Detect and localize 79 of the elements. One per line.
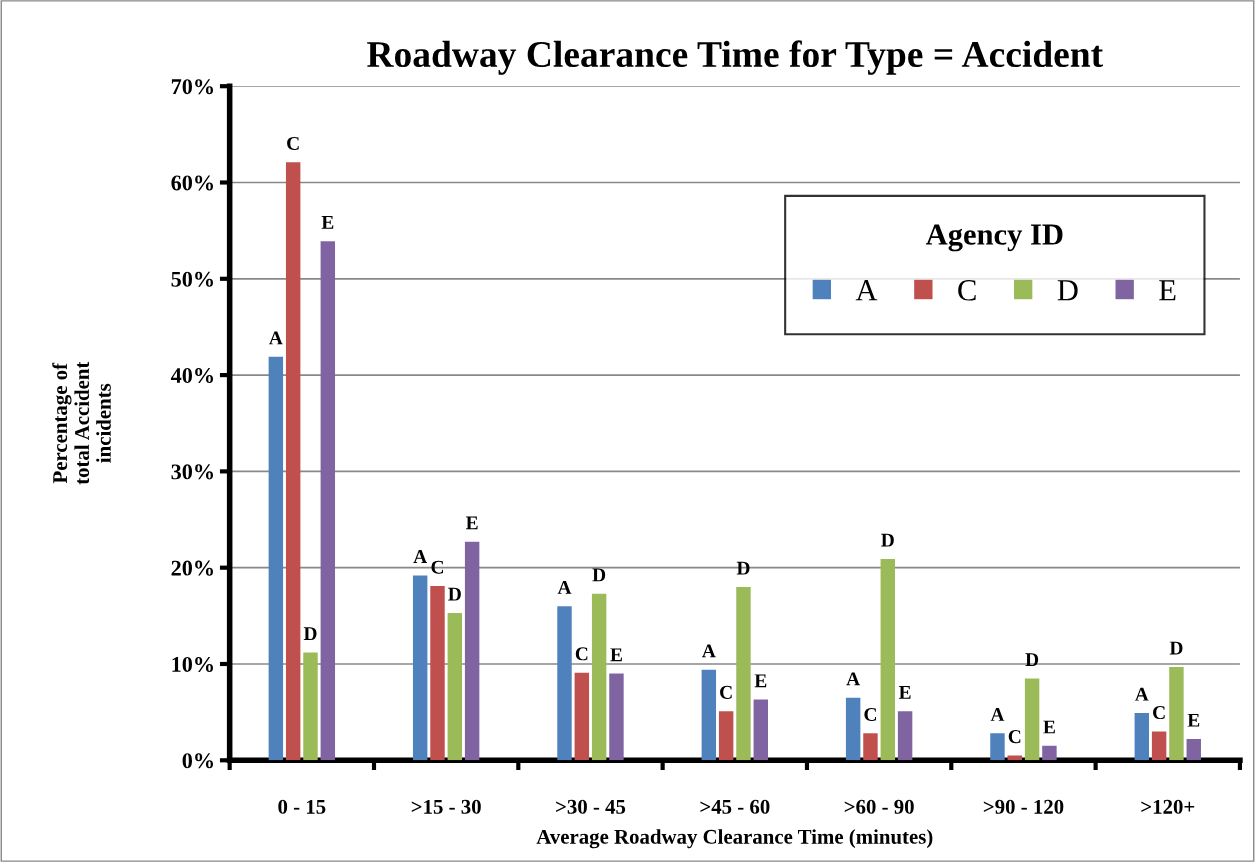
legend-label: C: [958, 280, 976, 301]
data-label: E: [754, 674, 767, 688]
bar: [557, 606, 572, 761]
bar: [1042, 745, 1057, 761]
data-label: A: [990, 708, 1005, 721]
legend-title: Agency ID: [925, 224, 1063, 252]
data-label: E: [610, 648, 622, 662]
data-label: C: [720, 685, 732, 699]
y-tick-label: 30%: [171, 464, 213, 480]
y-tick-label: 0%: [182, 753, 213, 769]
data-label: A: [413, 550, 428, 563]
data-label: C: [575, 647, 588, 661]
bar: [412, 575, 428, 761]
bar: [574, 672, 590, 761]
bar: [736, 586, 751, 761]
data-label: D: [1169, 641, 1183, 655]
data-label: A: [701, 644, 716, 658]
bar: [718, 711, 734, 761]
x-tick-label: >45 - 60: [700, 799, 770, 814]
bar: [1169, 666, 1184, 761]
bar: [464, 541, 480, 761]
bar: [1134, 713, 1150, 761]
bar: [303, 652, 318, 761]
bar: [609, 673, 624, 761]
y-tick-label: 40%: [170, 368, 213, 384]
data-label: D: [592, 568, 606, 582]
data-label: E: [898, 685, 911, 699]
y-tick-label: 10%: [172, 656, 213, 672]
chart-title: Roadway Clearance Time for Type = Accident: [367, 40, 1103, 75]
bar: [447, 612, 463, 761]
data-label: C: [1008, 730, 1021, 744]
y-tick-label: 60%: [171, 175, 213, 191]
bar: [863, 733, 878, 761]
bar: [430, 585, 445, 761]
legend-label: D: [1057, 280, 1078, 301]
x-tick-label: >15 - 30: [411, 799, 481, 814]
bar: [591, 593, 607, 761]
bar: [990, 733, 1005, 761]
data-label: E: [465, 516, 478, 530]
legend-label: A: [855, 280, 878, 301]
data-label: C: [287, 136, 299, 150]
bar: [268, 356, 284, 761]
data-label: A: [557, 580, 572, 594]
x-tick-label: >60 - 90: [844, 799, 914, 814]
bar: [753, 699, 768, 761]
bar: [1007, 755, 1023, 761]
data-label: A: [1134, 687, 1149, 701]
x-tick-label: >90 - 120: [983, 799, 1064, 814]
data-label: D: [736, 561, 750, 575]
bar: [897, 711, 913, 761]
x-tick-label: >120+: [1141, 799, 1195, 814]
bar: [1024, 678, 1040, 761]
data-label: D: [448, 587, 461, 601]
bar: [701, 669, 717, 761]
data-label: A: [846, 672, 861, 686]
bar: [1186, 739, 1201, 761]
data-label: D: [881, 533, 894, 547]
x-tick-label: 0 - 15: [278, 799, 326, 814]
bar: [1151, 731, 1167, 761]
y-tick-label: 70%: [171, 79, 213, 95]
data-label: C: [431, 560, 444, 574]
data-label: C: [864, 707, 877, 722]
x-axis-title: Average Roadway Clearance Time (minutes): [536, 829, 933, 849]
bar: [320, 241, 336, 761]
bar: [285, 162, 301, 761]
data-label: D: [303, 627, 317, 640]
data-label: D: [1025, 653, 1039, 666]
data-label: C: [1153, 706, 1165, 720]
bar: [845, 697, 861, 761]
legend-label: E: [1159, 280, 1176, 301]
data-label: E: [1043, 720, 1055, 734]
data-label: E: [1187, 713, 1200, 727]
x-tick-label: >30 - 45: [556, 799, 626, 814]
y-tick-label: 50%: [171, 271, 213, 287]
data-label: E: [321, 216, 334, 229]
bar: [880, 559, 895, 761]
y-axis-title: Percentage of total Accident incidents: [52, 361, 111, 485]
data-label: A: [269, 331, 283, 345]
y-tick-label: 20%: [171, 560, 213, 576]
